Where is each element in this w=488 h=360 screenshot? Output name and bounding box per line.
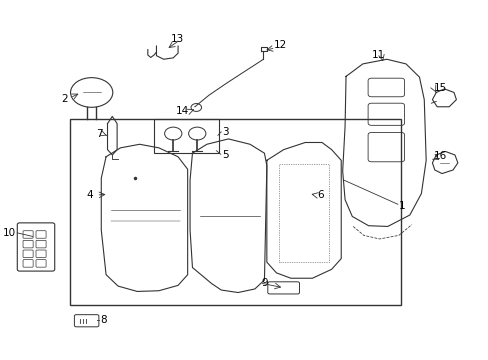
- Text: 9: 9: [261, 278, 267, 288]
- Text: 6: 6: [317, 190, 323, 200]
- Text: 13: 13: [171, 34, 184, 44]
- Text: 16: 16: [432, 151, 446, 161]
- Text: 3: 3: [222, 127, 228, 137]
- Text: 1: 1: [398, 201, 405, 211]
- Text: 4: 4: [86, 190, 93, 200]
- Text: 15: 15: [432, 83, 446, 93]
- Text: 10: 10: [3, 228, 16, 238]
- Text: 5: 5: [222, 150, 228, 160]
- Bar: [70, 119, 401, 305]
- Text: 12: 12: [273, 40, 286, 50]
- Text: 2: 2: [61, 94, 67, 104]
- Text: 7: 7: [96, 129, 102, 139]
- Text: 8: 8: [100, 315, 106, 325]
- Text: 14: 14: [176, 106, 189, 116]
- Text: 11: 11: [371, 50, 385, 60]
- Bar: [154, 119, 219, 153]
